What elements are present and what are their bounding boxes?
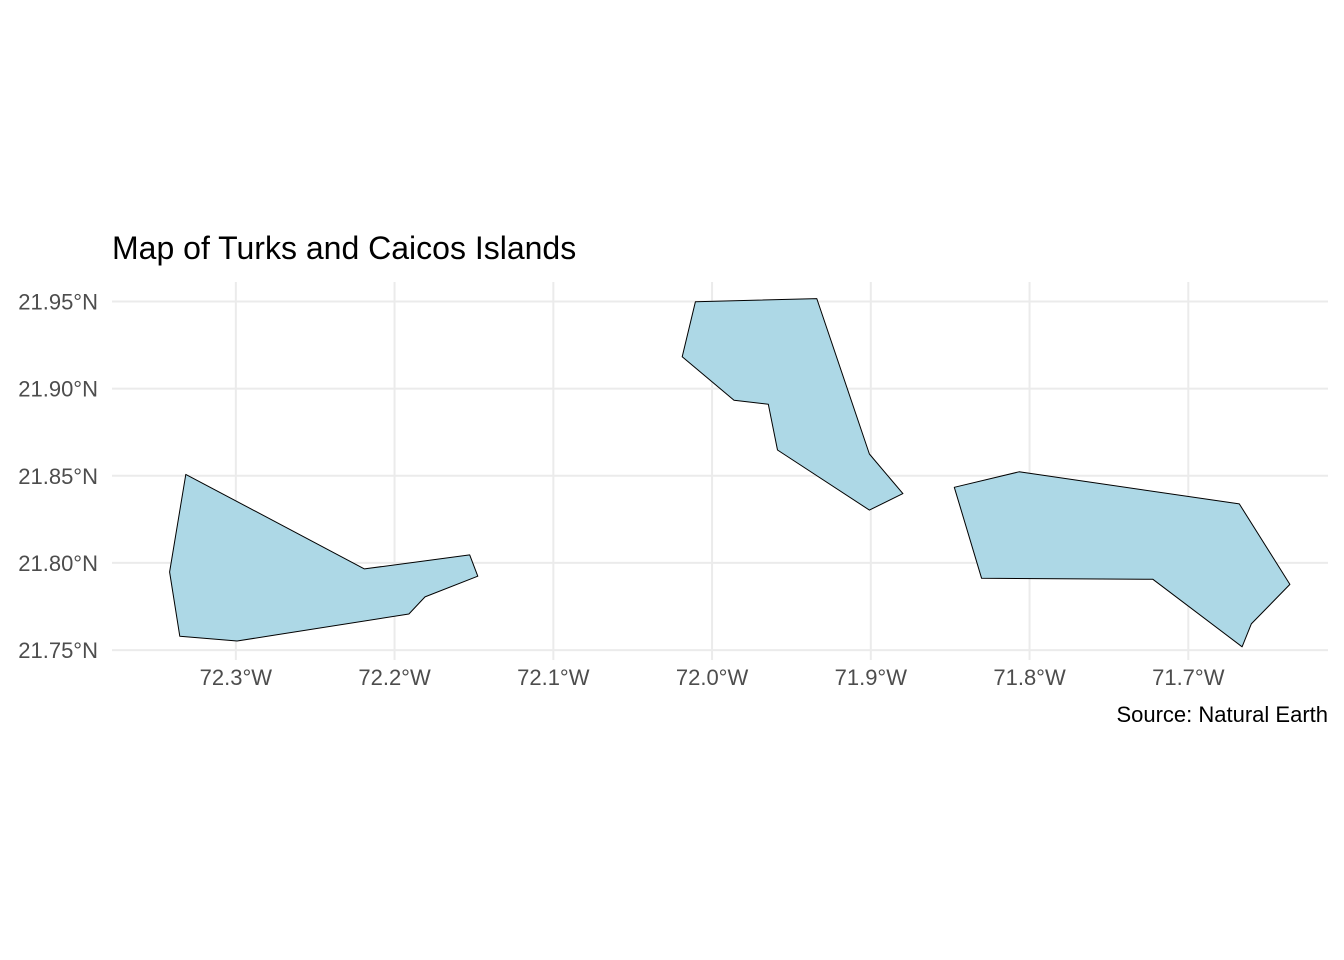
y-tick-label: 21.75°N bbox=[18, 638, 98, 663]
x-tick-label: 71.9°W bbox=[835, 665, 908, 690]
y-axis-tick-labels: 21.95°N 21.90°N 21.85°N 21.80°N 21.75°N bbox=[18, 290, 98, 664]
x-tick-label: 72.2°W bbox=[358, 665, 431, 690]
island-polygon bbox=[169, 473, 479, 642]
island-polygon bbox=[681, 298, 904, 511]
map-caption: Source: Natural Earth bbox=[1116, 702, 1328, 727]
island-polygons bbox=[169, 298, 1291, 648]
x-tick-label: 71.7°W bbox=[1152, 665, 1225, 690]
x-tick-label: 72.0°W bbox=[676, 665, 749, 690]
island-polygon bbox=[953, 471, 1291, 648]
y-tick-label: 21.90°N bbox=[18, 377, 98, 402]
x-tick-label: 72.1°W bbox=[517, 665, 590, 690]
x-tick-label: 72.3°W bbox=[200, 665, 273, 690]
y-tick-label: 21.85°N bbox=[18, 464, 98, 489]
y-tick-label: 21.80°N bbox=[18, 551, 98, 576]
x-tick-label: 71.8°W bbox=[993, 665, 1066, 690]
map-title: Map of Turks and Caicos Islands bbox=[112, 230, 576, 266]
y-tick-label: 21.95°N bbox=[18, 290, 98, 315]
x-axis-tick-labels: 72.3°W 72.2°W 72.1°W 72.0°W 71.9°W 71.8°W 71.7… bbox=[200, 665, 1225, 690]
